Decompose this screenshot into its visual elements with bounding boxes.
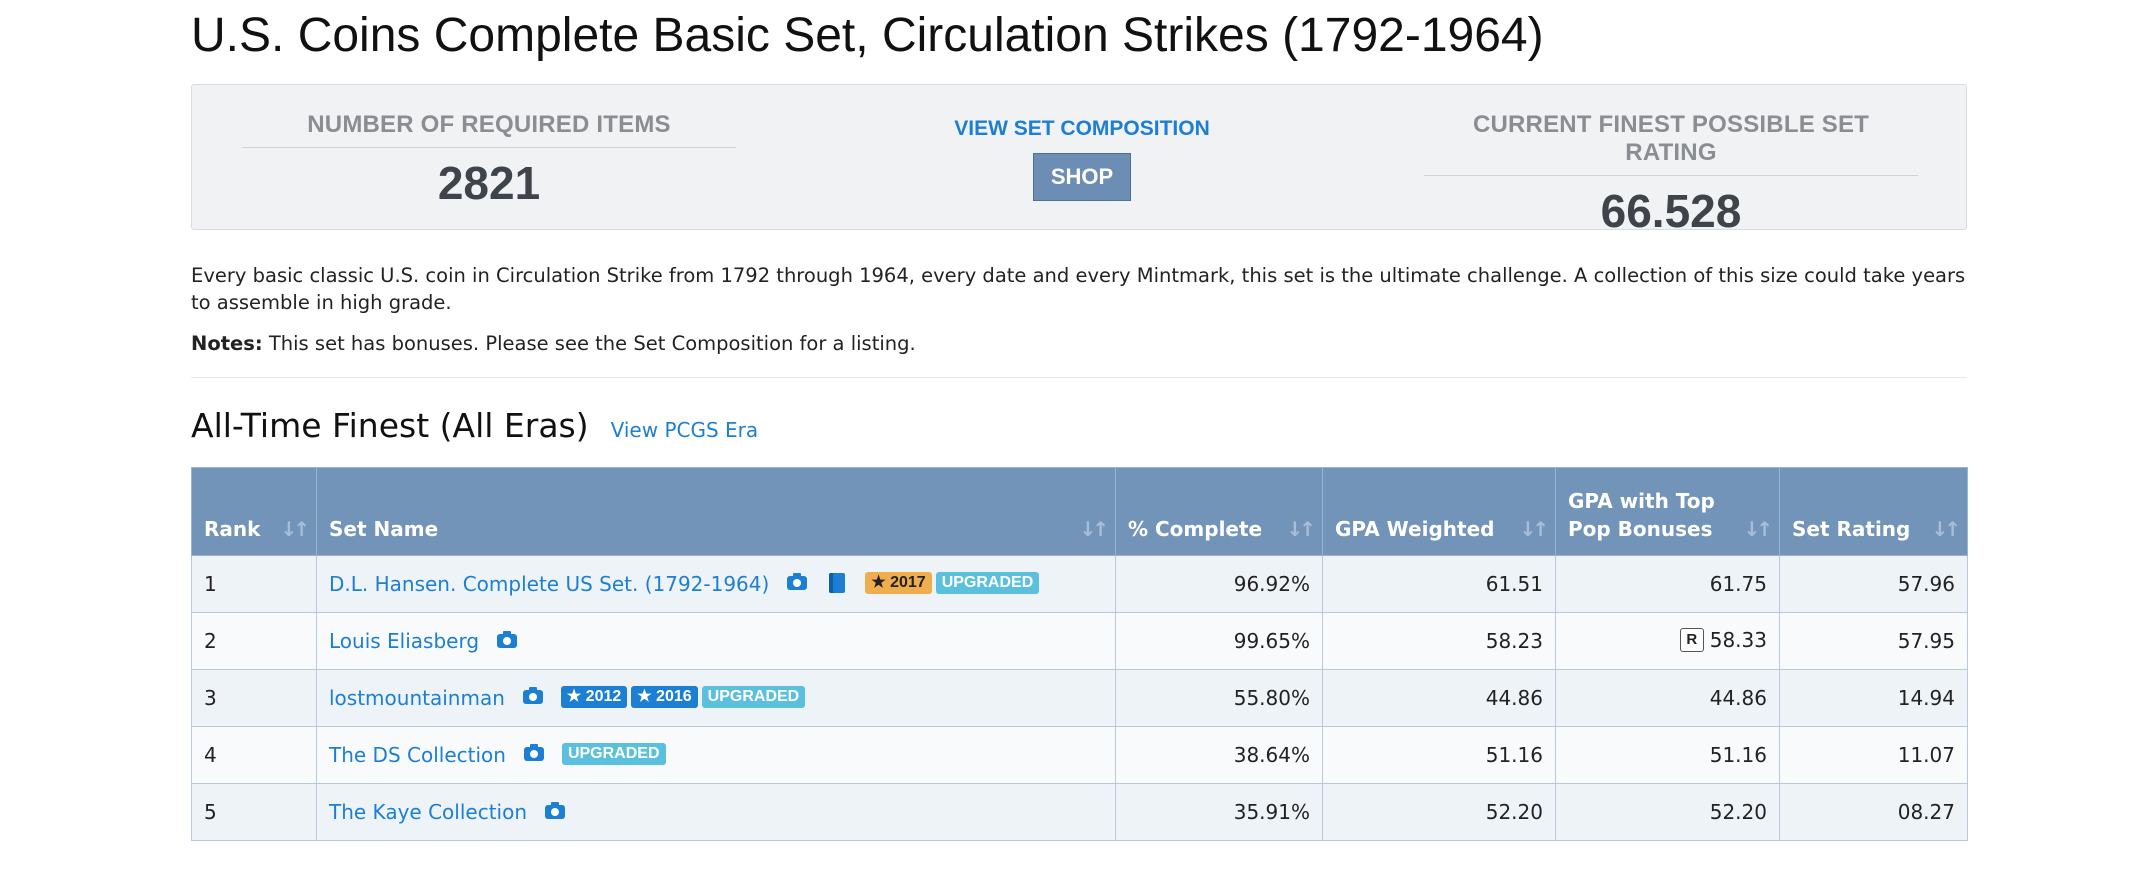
complete-cell: 55.80% <box>1115 669 1323 727</box>
year-award-badge: ★ 2016 <box>631 686 698 709</box>
rank-cell: 3 <box>191 669 317 727</box>
ranking-section-title: All-Time Finest (All Eras) <box>191 406 589 445</box>
sort-arrows-icon[interactable]: ↓↑ <box>280 517 309 541</box>
rank-cell: 4 <box>191 726 317 784</box>
table-row: 2 Louis Eliasberg 99.65% 58.23 R 58.33 57… <box>191 612 1968 670</box>
notes-label: Notes: <box>191 332 263 355</box>
table-row: 5 The Kaye Collection 35.91% 52.20 52.20… <box>191 783 1968 841</box>
section-divider <box>191 377 1967 378</box>
year-award-badge: ★ 2012 <box>560 686 628 709</box>
required-items-label: NUMBER OF REQUIRED ITEMS <box>242 111 736 148</box>
column-header-set-name[interactable]: Set Name ↓↑ <box>316 467 1116 556</box>
set-name-cell: The Kaye Collection <box>316 783 1116 841</box>
table-header-row: Rank ↓↑ Set Name ↓↑ % Complete ↓↑ GPA Weigh… <box>191 467 1968 556</box>
rank-cell: 5 <box>191 783 317 841</box>
rank-cell: 1 <box>191 555 317 613</box>
camera-icon[interactable] <box>787 573 808 591</box>
book-icon[interactable] <box>829 573 846 594</box>
upgraded-badge: UPGRADED <box>701 686 806 709</box>
year-award-badge: ★ 2017 <box>865 572 932 595</box>
set-name-link[interactable]: D.L. Hansen. Complete US Set. (1792-1964… <box>329 571 770 596</box>
gpa-top-pop-cell: 44.86 <box>1555 669 1780 727</box>
composition-actions: VIEW SET COMPOSITION SHOP <box>832 85 1332 201</box>
finest-rating-stat: CURRENT FINEST POSSIBLE SET RATING 66.52… <box>1424 85 1918 238</box>
set-name-cell: Louis Eliasberg <box>316 612 1116 670</box>
gpa-top-pop-cell: R 58.33 <box>1555 612 1780 670</box>
column-header-gpa-weighted[interactable]: GPA Weighted ↓↑ <box>1322 467 1556 556</box>
column-header-gpa-top-pop[interactable]: GPA with Top Pop Bonuses ↓↑ <box>1555 467 1780 556</box>
finest-rating-label: CURRENT FINEST POSSIBLE SET RATING <box>1424 111 1918 176</box>
gpa-top-pop-cell: 51.16 <box>1555 726 1780 784</box>
complete-cell: 99.65% <box>1115 612 1323 670</box>
gpa-top-pop-value: 58.33 <box>1709 628 1767 653</box>
set-description: Every basic classic U.S. coin in Circula… <box>191 264 1966 314</box>
column-header-complete[interactable]: % Complete ↓↑ <box>1115 467 1323 556</box>
table-row: 3 lostmountainman ★ 2012 ★ 2016 UPGRADED 55… <box>191 669 1968 727</box>
camera-icon[interactable] <box>545 801 565 819</box>
set-rating-cell[interactable]: 08.27 <box>1779 783 1968 841</box>
gpa-weighted-cell: 44.86 <box>1322 669 1556 727</box>
upgraded-badge: UPGRADED <box>935 572 1040 595</box>
required-items-value: 2821 <box>437 157 541 209</box>
shop-button[interactable]: SHOP <box>1033 153 1131 201</box>
set-notes: Notes: This set has bonuses. Please see … <box>191 332 1967 355</box>
table-row: 1 D.L. Hansen. Complete US Set. (1792-19… <box>191 555 1968 613</box>
set-name-link[interactable]: lostmountainman <box>329 685 505 710</box>
sort-arrows-icon[interactable]: ↓↑ <box>1931 517 1960 541</box>
gpa-weighted-cell: 58.23 <box>1322 612 1556 670</box>
complete-cell: 96.92% <box>1115 555 1323 613</box>
sort-arrows-icon[interactable]: ↓↑ <box>1286 517 1315 541</box>
complete-cell: 38.64% <box>1115 726 1323 784</box>
set-name-cell: lostmountainman ★ 2012 ★ 2016 UPGRADED <box>316 669 1116 727</box>
table-row: 4 The DS Collection UPGRADED 38.64% 51.16… <box>191 726 1968 784</box>
finest-rating-value: 66.528 <box>1600 185 1742 237</box>
set-name-link[interactable]: Louis Eliasberg <box>329 629 480 653</box>
set-stats-box: NUMBER OF REQUIRED ITEMS 2821 VIEW SET C… <box>191 84 1967 237</box>
notes-text: This set has bonuses. Please see the Set… <box>262 332 916 355</box>
set-rating-cell[interactable]: 14.94 <box>1779 669 1968 727</box>
column-header-set-rating[interactable]: Set Rating ↓↑ <box>1779 467 1968 556</box>
set-name-link[interactable]: The Kaye Collection <box>329 800 527 824</box>
sort-arrows-icon[interactable]: ↓↑ <box>1519 517 1548 541</box>
set-name-cell: D.L. Hansen. Complete US Set. (1792-1964… <box>316 555 1116 613</box>
gpa-weighted-cell: 61.51 <box>1322 555 1556 613</box>
gpa-top-pop-cell: 52.20 <box>1555 783 1780 841</box>
set-rating-cell: 57.95 <box>1779 612 1968 670</box>
view-pcgs-era-link[interactable]: View PCGS Era <box>610 418 759 442</box>
view-set-composition-link[interactable]: VIEW SET COMPOSITION <box>954 117 1210 140</box>
gpa-weighted-cell: 52.20 <box>1322 783 1556 841</box>
rank-cell: 2 <box>191 612 317 670</box>
set-name-cell: The DS Collection UPGRADED <box>316 726 1116 784</box>
r-badge: R <box>1679 627 1704 652</box>
complete-cell: 35.91% <box>1115 783 1323 841</box>
camera-icon[interactable] <box>497 630 518 648</box>
camera-icon[interactable] <box>523 744 544 762</box>
camera-icon[interactable] <box>522 687 543 705</box>
sort-arrows-icon[interactable]: ↓↑ <box>1079 517 1108 541</box>
page-container: U.S. Coins Complete Basic Set, Circulati… <box>191 0 1968 841</box>
ranking-table: Rank ↓↑ Set Name ↓↑ % Complete ↓↑ GPA Weigh… <box>191 467 1968 841</box>
page-title: U.S. Coins Complete Basic Set, Circulati… <box>191 9 1544 62</box>
set-rating-cell[interactable]: 57.96 <box>1779 555 1968 613</box>
required-items-stat: NUMBER OF REQUIRED ITEMS 2821 <box>242 85 736 210</box>
set-rating-cell[interactable]: 11.07 <box>1779 726 1968 784</box>
ranking-section-header: All-Time Finest (All Eras) View PCGS Era <box>191 406 1967 445</box>
upgraded-badge: UPGRADED <box>561 743 666 766</box>
gpa-weighted-cell: 51.16 <box>1322 726 1556 784</box>
column-header-rank[interactable]: Rank ↓↑ <box>191 467 317 556</box>
gpa-top-pop-cell: 61.75 <box>1555 555 1780 613</box>
sort-arrows-icon[interactable]: ↓↑ <box>1743 517 1772 541</box>
set-name-link[interactable]: The DS Collection <box>329 742 506 767</box>
